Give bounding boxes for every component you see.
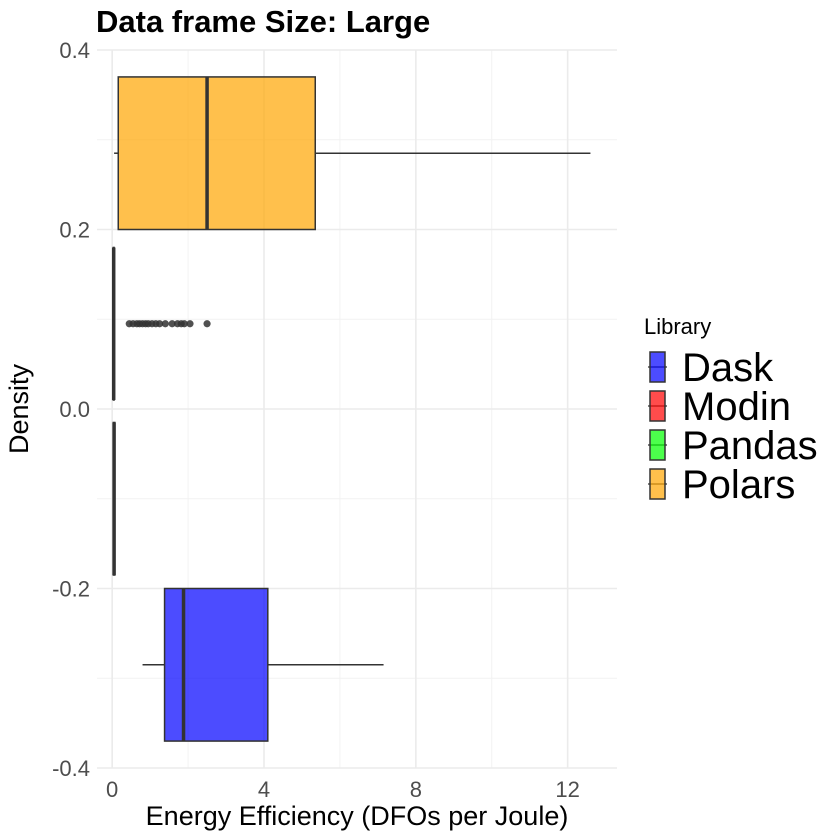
legend-item-pandas: Pandas — [648, 424, 818, 468]
legend-key-dask — [649, 351, 666, 383]
grid-lines — [97, 49, 617, 769]
y-axis-ticks: -0.4 -0.2 0.0 0.2 0.4 — [52, 38, 90, 781]
y-tick-label: 0.0 — [59, 397, 90, 422]
x-axis-label: Energy Efficiency (DFOs per Joule) — [146, 801, 569, 831]
legend: Library Dask Modin Pandas Polars — [644, 314, 818, 507]
chart-title: Data frame Size: Large — [96, 4, 430, 39]
legend-label: Polars — [682, 463, 795, 507]
legend-label: Pandas — [682, 424, 818, 468]
box-iqr — [117, 76, 316, 231]
y-tick-label: -0.2 — [52, 577, 90, 602]
legend-label: Modin — [682, 385, 791, 429]
box-dask — [142, 587, 384, 742]
outlier-point — [186, 320, 194, 328]
legend-key-pandas — [649, 429, 666, 461]
legend-key-polars — [649, 468, 666, 500]
legend-item-dask: Dask — [648, 346, 774, 390]
legend-item-polars: Polars — [648, 463, 795, 507]
x-tick-label: 8 — [410, 777, 422, 802]
box-pandas — [111, 246, 211, 401]
box-modin — [112, 421, 116, 576]
x-axis-ticks: 0 4 8 12 — [106, 777, 580, 802]
outlier-point — [168, 320, 176, 328]
legend-label: Dask — [682, 346, 774, 390]
x-tick-label: 0 — [106, 777, 118, 802]
x-tick-label: 4 — [258, 777, 270, 802]
x-tick-label: 12 — [555, 777, 579, 802]
outlier-point — [180, 320, 188, 328]
outlier-point — [161, 320, 169, 328]
y-tick-label: 0.4 — [59, 38, 90, 63]
box-plots — [111, 76, 591, 742]
legend-key-modin — [649, 390, 666, 422]
legend-title: Library — [644, 314, 711, 339]
legend-item-modin: Modin — [648, 385, 791, 429]
outlier-point — [203, 320, 211, 328]
box-polars — [114, 76, 591, 231]
y-tick-label: 0.2 — [59, 218, 90, 243]
y-axis-label: Density — [4, 363, 34, 454]
y-tick-label: -0.4 — [52, 756, 90, 781]
outlier-point — [156, 320, 164, 328]
box-iqr — [163, 587, 269, 742]
